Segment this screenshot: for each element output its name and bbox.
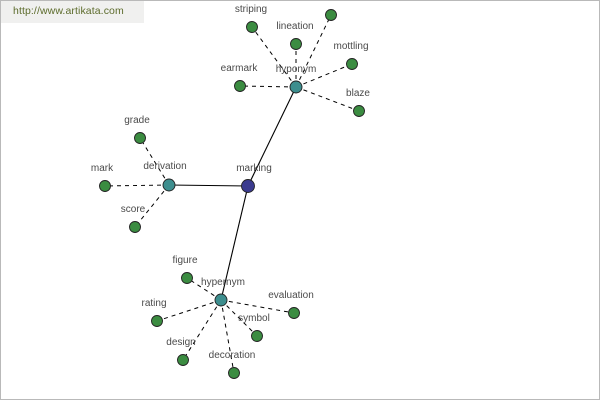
graph-edge-hyponym-striping xyxy=(251,26,297,88)
graph-node-hypernym[interactable] xyxy=(214,293,228,307)
graph-edge-hyponym-blaze xyxy=(295,86,360,112)
graph-node-symbol[interactable] xyxy=(251,330,263,342)
graph-edge-hyponym-earmark xyxy=(239,85,297,88)
graph-edge-hypernym-symbol xyxy=(220,299,258,337)
graph-node-marking[interactable] xyxy=(241,179,255,193)
graph-node-evaluation[interactable] xyxy=(288,307,300,319)
watermark-url: http://www.artikata.com xyxy=(13,5,124,17)
graph-edge-hypernym-design xyxy=(182,299,222,361)
graph-node-blaze[interactable] xyxy=(353,105,365,117)
graph-node-design[interactable] xyxy=(177,354,189,366)
graph-edge-marking-hyponym xyxy=(247,86,297,187)
graph-edge-hypernym-figure xyxy=(186,277,222,301)
graph-node-grade[interactable] xyxy=(134,132,146,144)
graph-edge-marking-derivation xyxy=(168,184,249,187)
graph-node-mark[interactable] xyxy=(99,180,111,192)
graph-edge-marking-hypernym xyxy=(220,185,249,301)
graph-node-crisscross[interactable] xyxy=(325,9,337,21)
graph-node-earmark[interactable] xyxy=(234,80,246,92)
graph-node-derivation[interactable] xyxy=(162,178,176,192)
graph-edge-hyponym-mottling xyxy=(295,63,353,88)
graph-edge-derivation-grade xyxy=(139,137,170,186)
graph-edge-hypernym-rating xyxy=(156,299,222,322)
node-layer xyxy=(99,9,365,379)
graph-edge-derivation-mark xyxy=(104,184,170,187)
graph-edge-derivation-score xyxy=(134,184,170,228)
graph-node-score[interactable] xyxy=(129,221,141,233)
graph-node-figure[interactable] xyxy=(181,272,193,284)
graph-node-lineation[interactable] xyxy=(290,38,302,50)
graph-node-striping[interactable] xyxy=(246,21,258,33)
graph-node-hyponym[interactable] xyxy=(289,80,303,94)
graph-edge-hyponym-crisscross xyxy=(295,14,332,88)
edge-layer xyxy=(104,14,360,374)
graph-edge-hypernym-evaluation xyxy=(220,299,295,314)
graph-edge-hypernym-decoration xyxy=(220,299,235,374)
graph-node-decoration[interactable] xyxy=(228,367,240,379)
graph-node-rating[interactable] xyxy=(151,315,163,327)
watermark-band xyxy=(1,1,144,23)
graph-node-mottling[interactable] xyxy=(346,58,358,70)
